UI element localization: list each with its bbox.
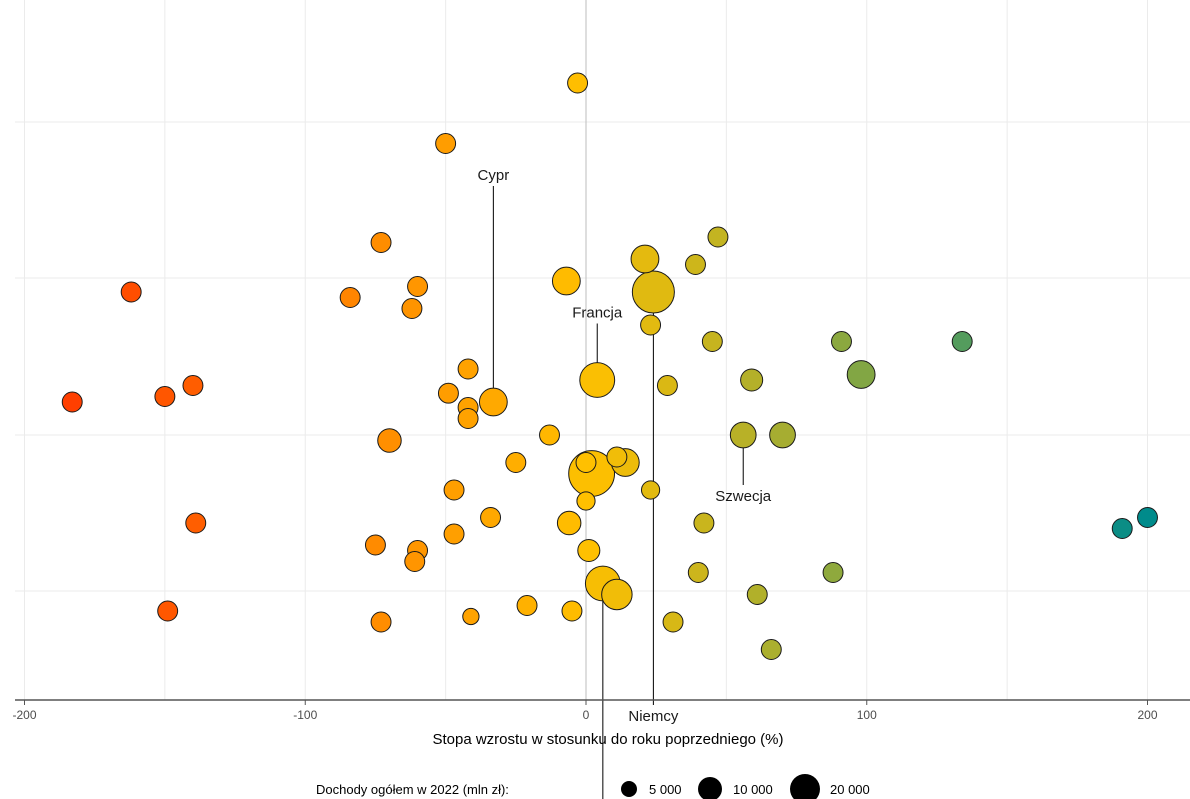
data-point (951, 331, 973, 352)
legend-size-label: 10 000 (733, 782, 773, 797)
data-point (760, 639, 782, 660)
point-labels: CyprFrancjaNiemcyLuksemburgSzwecja (478, 167, 772, 725)
data-point (831, 331, 852, 352)
data-point (182, 375, 204, 396)
data-point (551, 266, 581, 296)
data-point (457, 408, 479, 429)
data-point (480, 507, 502, 528)
data-point (539, 424, 560, 446)
legend-size-marker (621, 781, 637, 797)
data-point (407, 276, 429, 297)
data-point (693, 512, 715, 534)
x-axis-ticks: -200 -100 0 100 200 (12, 700, 1158, 722)
data-point (822, 562, 844, 583)
data-point (435, 133, 457, 154)
data-point (701, 331, 723, 352)
data-point (640, 480, 661, 500)
data-point (556, 510, 582, 536)
data-point (662, 611, 684, 633)
point-label: Cypr (478, 167, 510, 184)
data-point (631, 270, 675, 314)
data-point (443, 479, 465, 501)
data-point (377, 428, 402, 453)
legend-title: Dochody ogółem w 2022 (mln zł): (316, 782, 509, 797)
data-point (185, 512, 207, 534)
data-point (370, 611, 392, 633)
data-point (457, 358, 479, 380)
data-point (606, 446, 628, 468)
point-label: Szwecja (715, 488, 772, 505)
data-point (157, 600, 179, 622)
data-point (656, 375, 678, 396)
data-point (640, 314, 662, 336)
data-point (685, 254, 706, 275)
data-point (120, 281, 142, 303)
data-point (601, 578, 633, 611)
point-label: Francja (572, 305, 623, 322)
data-point (516, 595, 538, 616)
data-point (740, 368, 764, 392)
data-point (561, 600, 583, 622)
data-point (576, 491, 596, 511)
data-point (567, 72, 589, 94)
size-legend: Dochody ogółem w 2022 (mln zł): 5 000 10 … (316, 774, 870, 799)
data-point (846, 360, 876, 389)
data-point (339, 287, 361, 308)
x-tick-label: 0 (583, 708, 590, 722)
data-point (769, 421, 796, 449)
data-point (401, 298, 423, 319)
data-point (746, 584, 768, 605)
legend-size-label: 5 000 (649, 782, 682, 797)
data-point (579, 362, 616, 398)
data-point (478, 387, 508, 417)
data-point (404, 551, 426, 572)
x-tick-label: 200 (1137, 708, 1157, 722)
legend-size-marker (698, 777, 722, 799)
data-points (61, 72, 1158, 660)
data-point (630, 244, 660, 274)
data-point (577, 538, 601, 563)
grid-lines (15, 0, 1190, 700)
point-label: Niemcy (628, 708, 679, 725)
data-point (707, 226, 729, 248)
data-point (575, 452, 597, 473)
data-point (443, 523, 465, 545)
data-point (505, 452, 527, 473)
data-point (1111, 518, 1133, 539)
data-point (370, 232, 392, 253)
data-point (61, 391, 83, 413)
data-point (729, 421, 757, 449)
x-axis-title: Stopa wzrostu w stosunku do roku poprzed… (432, 731, 783, 748)
data-point (364, 534, 386, 556)
data-point (437, 382, 459, 404)
data-point (154, 386, 176, 407)
legend-size-label: 20 000 (830, 782, 870, 797)
legend-size-marker (790, 774, 820, 799)
data-point (687, 562, 709, 583)
x-tick-label: 100 (857, 708, 877, 722)
data-point (1137, 507, 1158, 528)
x-tick-label: -200 (12, 708, 36, 722)
x-tick-label: -100 (293, 708, 317, 722)
data-point (462, 607, 480, 626)
